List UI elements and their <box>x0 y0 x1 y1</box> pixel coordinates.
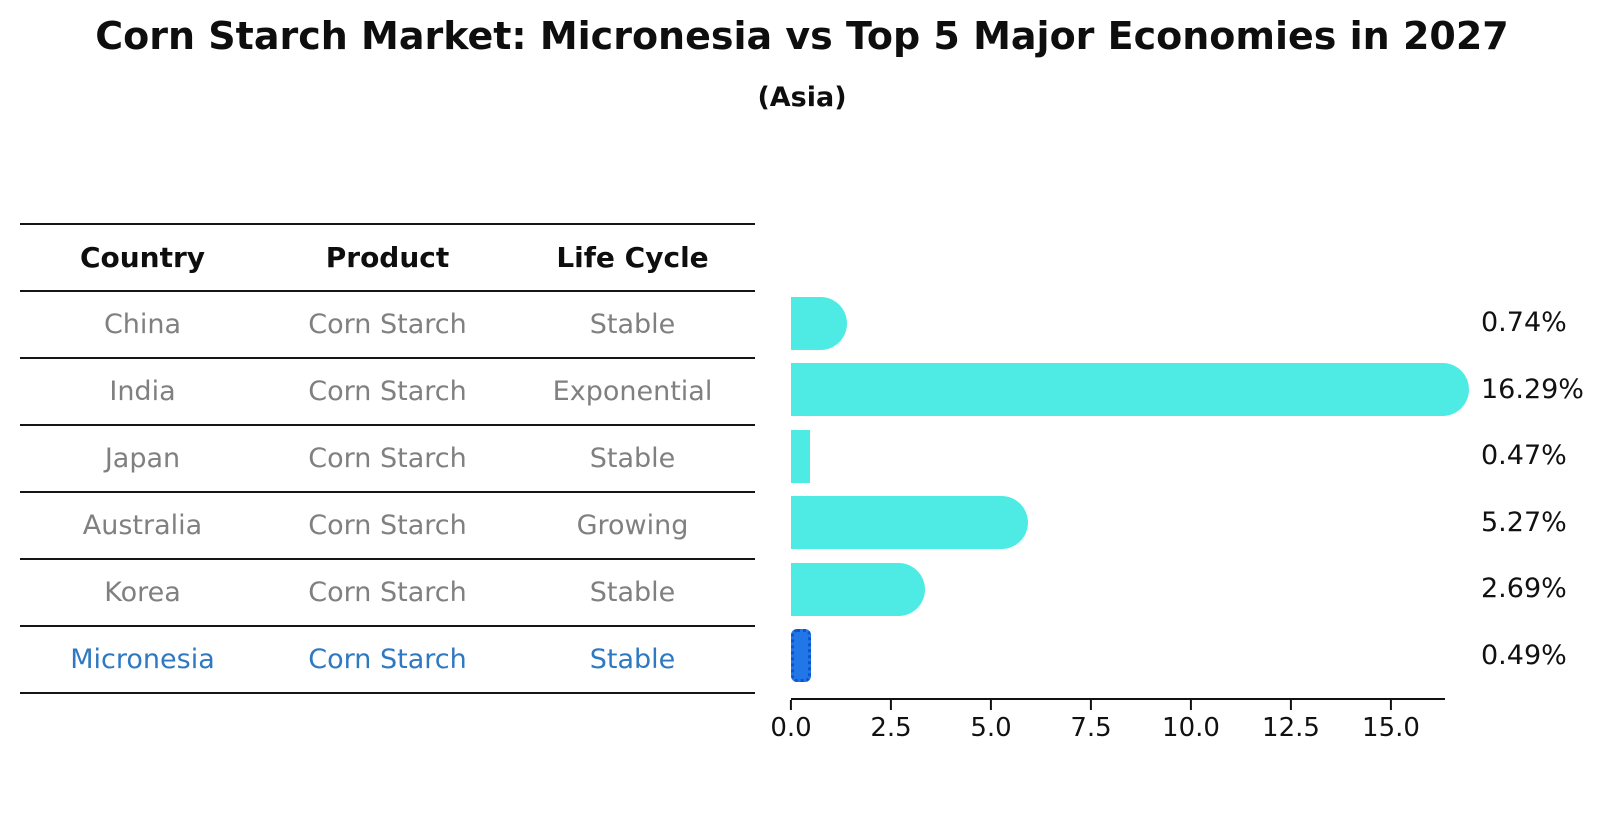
cell-country: India <box>109 376 176 407</box>
x-axis-tick-label: 5.0 <box>970 713 1012 743</box>
cell-life-cycle: Exponential <box>552 376 713 407</box>
table-row-india: India Corn Starch Exponential <box>20 359 755 426</box>
table-row-australia: Australia Corn Starch Growing <box>20 493 755 560</box>
cell-product: Corn Starch <box>308 644 467 675</box>
bar-plot-area: 0.74% 16.29% 0.47% 5.27% 2.69% 0.49% <box>791 290 1584 698</box>
column-header-country: Country <box>79 241 206 274</box>
table-header-row: Country Product Life Cycle <box>20 225 755 292</box>
table-row-china: China Corn Starch Stable <box>20 292 755 359</box>
column-header-product: Product <box>325 241 450 274</box>
x-axis-tick-label: 0.0 <box>770 713 812 743</box>
cell-product: Corn Starch <box>308 309 467 340</box>
x-axis-tick <box>1089 700 1093 710</box>
table-body: China Corn Starch Stable India Corn Star… <box>20 292 755 694</box>
x-axis-tick-label: 12.5 <box>1262 713 1320 743</box>
chart-title: Corn Starch Market: Micronesia vs Top 5 … <box>95 14 1509 58</box>
cell-life-cycle: Stable <box>589 644 676 675</box>
x-axis-tick <box>789 700 793 710</box>
bar-china <box>791 296 847 350</box>
value-label-india: 16.29% <box>1481 373 1584 405</box>
value-label-korea: 2.69% <box>1481 573 1567 604</box>
cell-life-cycle: Stable <box>589 443 676 474</box>
table-row-japan: Japan Corn Starch Stable <box>20 426 755 493</box>
cell-country: Micronesia <box>70 644 215 675</box>
x-axis-tick-label: 15.0 <box>1362 713 1420 743</box>
column-header-life-cycle: Life Cycle <box>556 241 709 274</box>
x-axis-tick <box>989 700 993 710</box>
bar-korea <box>791 562 925 616</box>
cell-life-cycle: Stable <box>589 577 676 608</box>
cell-country: China <box>103 309 182 340</box>
cell-country: Japan <box>104 443 181 474</box>
x-axis-tick-label: 2.5 <box>870 713 912 743</box>
value-label-japan: 0.47% <box>1481 440 1567 471</box>
x-axis-tick-label: 10.0 <box>1162 713 1220 743</box>
cell-life-cycle: Growing <box>576 510 689 541</box>
cell-life-cycle: Stable <box>589 309 676 340</box>
chart-subtitle: (Asia) <box>757 82 847 113</box>
x-axis: 0.0 2.5 5.0 7.5 10.0 12.5 15.0 <box>770 698 1445 745</box>
bar-japan <box>791 429 810 483</box>
x-axis-tick-label: 7.5 <box>1070 713 1112 743</box>
cell-country: Korea <box>104 577 181 608</box>
cell-product: Corn Starch <box>308 510 467 541</box>
x-axis-tick <box>1389 700 1393 710</box>
country-table: Country Product Life Cycle China Corn St… <box>20 223 755 694</box>
x-axis-tick <box>889 700 893 710</box>
value-label-china: 0.74% <box>1481 307 1567 338</box>
cell-product: Corn Starch <box>308 577 467 608</box>
table-row-korea: Korea Corn Starch Stable <box>20 560 755 627</box>
x-axis-tick <box>1189 700 1193 710</box>
cell-country: Australia <box>82 510 203 541</box>
table-row-micronesia: Micronesia Corn Starch Stable <box>20 627 755 694</box>
bar-micronesia <box>791 629 811 682</box>
cell-product: Corn Starch <box>308 443 467 474</box>
x-axis-tick <box>1289 700 1293 710</box>
value-label-micronesia: 0.49% <box>1481 639 1567 671</box>
bar-australia <box>791 496 1028 549</box>
bar-india <box>791 363 1469 416</box>
value-label-australia: 5.27% <box>1481 506 1567 538</box>
cell-product: Corn Starch <box>308 376 467 407</box>
